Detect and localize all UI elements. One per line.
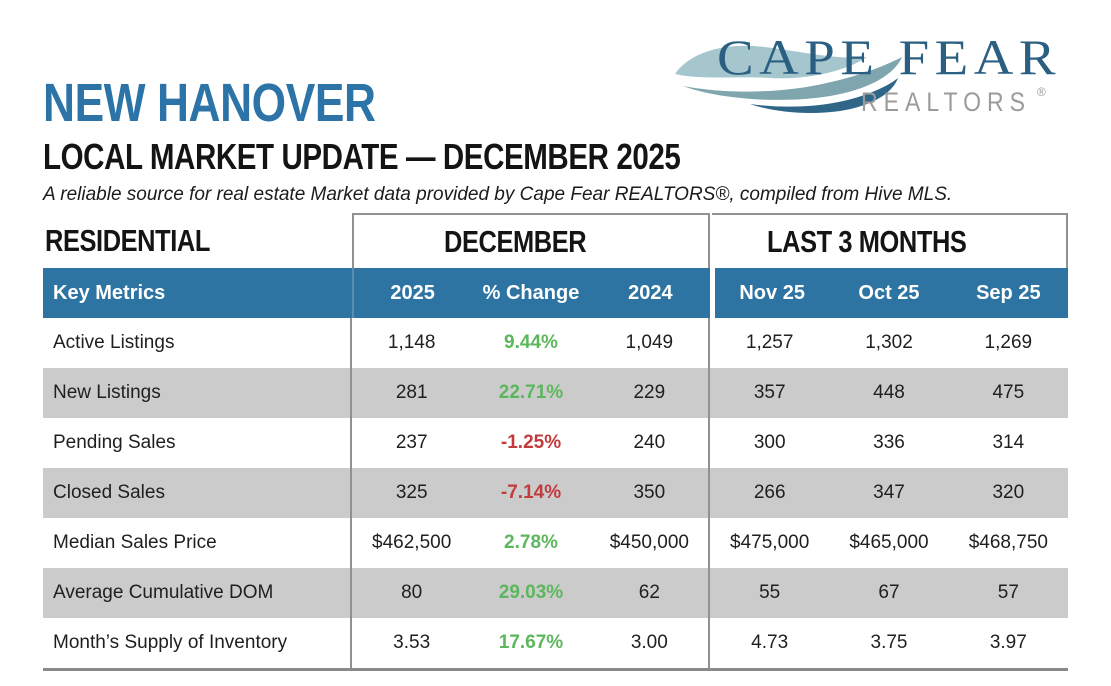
column-header-key-metrics: Key Metrics (53, 281, 166, 304)
value-oct-25: $465,000 (849, 532, 929, 553)
cape-fear-realtors-logo: CAPE FEAR REALTORS ® (675, 16, 1067, 118)
report-title: LOCAL MARKET UPDATE — DECEMBER 2025 (43, 136, 681, 177)
value-2025: 325 (395, 482, 428, 503)
value-2025: $462,500 (372, 532, 452, 553)
value-oct-25: 67 (878, 582, 900, 603)
metric-label: Month’s Supply of Inventory (43, 618, 352, 668)
wave-light-icon (675, 45, 867, 79)
value-2025: 3.53 (393, 632, 431, 653)
metric-label: Median Sales Price (43, 518, 352, 568)
metric-label: Active Listings (43, 318, 352, 368)
table-row-median-sales-price: Median Sales Price $462,500 2.78% $450,0… (43, 518, 1068, 568)
report-subtitle: A reliable source for real estate Market… (43, 184, 953, 205)
column-header-pct-change: % Change (482, 281, 580, 304)
section-header-december: DECEMBER (352, 213, 710, 268)
value-2025: 80 (401, 582, 423, 603)
value-pct-change: 2.78% (504, 532, 558, 553)
logo-brand-sub: REALTORS (861, 87, 1031, 117)
value-oct-25: 448 (873, 382, 905, 403)
value-sep-25: 314 (992, 432, 1025, 453)
value-2024: 240 (591, 418, 710, 468)
value-sep-25: 57 (997, 582, 1019, 603)
value-2024: 62 (591, 568, 710, 618)
value-sep-25: 320 (992, 482, 1025, 503)
table-body: Active Listings 1,148 9.44% 1,049 1,257 … (43, 318, 1068, 671)
value-sep-25: 475 (992, 382, 1025, 403)
column-header-2024: 2024 (628, 281, 673, 304)
market-data-table: RESIDENTIAL DECEMBER LAST 3 MONTHS Key M… (43, 213, 1068, 671)
table-section-header-row: RESIDENTIAL DECEMBER LAST 3 MONTHS (43, 213, 1068, 268)
section-header-residential: RESIDENTIAL (45, 222, 210, 258)
column-header-nov-25: Nov 25 (710, 268, 829, 318)
table-row-closed-sales: Closed Sales 325 -7.14% 350 266 347 320 (43, 468, 1068, 518)
value-nov-25: 300 (753, 432, 786, 453)
value-2024: 350 (591, 468, 710, 518)
value-2025: 281 (395, 382, 428, 403)
value-2024: 3.00 (591, 618, 710, 668)
value-pct-change: 9.44% (504, 332, 558, 353)
value-nov-25: $475,000 (730, 532, 810, 553)
value-oct-25: 336 (873, 432, 905, 453)
value-oct-25: 1,302 (865, 332, 913, 353)
value-nov-25: 266 (753, 482, 786, 503)
metric-label: Pending Sales (43, 418, 352, 468)
value-oct-25: 3.75 (870, 632, 908, 653)
wave-mid-icon (683, 57, 902, 100)
registered-trademark-icon: ® (1037, 85, 1046, 99)
logo-graphic: CAPE FEAR REALTORS ® (675, 29, 1061, 117)
metric-label: New Listings (43, 368, 352, 418)
value-2025: 1,148 (387, 332, 436, 353)
column-header-2025: 2025 (352, 268, 471, 318)
value-pct-change: 17.67% (498, 632, 564, 653)
column-header-sep-25: Sep 25 (976, 281, 1041, 304)
value-pct-change: 29.03% (498, 582, 564, 603)
value-nov-25: 357 (753, 382, 786, 403)
value-sep-25: $468,750 (968, 532, 1048, 553)
wave-dark-icon (750, 78, 898, 114)
table-row-active-listings: Active Listings 1,148 9.44% 1,049 1,257 … (43, 318, 1068, 368)
value-pct-change: 22.71% (498, 382, 564, 403)
metric-label: Average Cumulative DOM (43, 568, 352, 618)
headline-block: NEW HANOVER LOCAL MARKET UPDATE — DECEMB… (43, 73, 953, 206)
table-row-new-listings: New Listings 281 22.71% 229 357 448 475 (43, 368, 1068, 418)
table-row-pending-sales: Pending Sales 237 -1.25% 240 300 336 314 (43, 418, 1068, 468)
value-sep-25: 3.97 (989, 632, 1027, 653)
table-column-header-row: Key Metrics 2025 % Change 2024 Nov 25 Oc… (43, 268, 1068, 318)
value-2025: 237 (395, 432, 428, 453)
value-nov-25: 4.73 (751, 632, 789, 653)
value-pct-change: -1.25% (500, 432, 562, 453)
section-header-last-3-months: LAST 3 MONTHS (712, 213, 1068, 268)
metric-label: Closed Sales (43, 468, 352, 518)
value-2024: 229 (591, 368, 710, 418)
table-row-months-supply-of-inventory: Month’s Supply of Inventory 3.53 17.67% … (43, 618, 1068, 668)
logo-brand-name: CAPE FEAR (717, 29, 1061, 85)
column-header-oct-25: Oct 25 (858, 281, 920, 304)
value-oct-25: 347 (873, 482, 905, 503)
value-sep-25: 1,269 (984, 332, 1033, 353)
value-2024: 1,049 (591, 318, 710, 368)
region-title: NEW HANOVER (43, 73, 376, 133)
value-2024: $450,000 (591, 518, 710, 568)
value-nov-25: 1,257 (745, 332, 794, 353)
value-pct-change: -7.14% (500, 482, 562, 503)
table-row-average-cumulative-dom: Average Cumulative DOM 80 29.03% 62 55 6… (43, 568, 1068, 618)
value-nov-25: 55 (759, 582, 781, 603)
